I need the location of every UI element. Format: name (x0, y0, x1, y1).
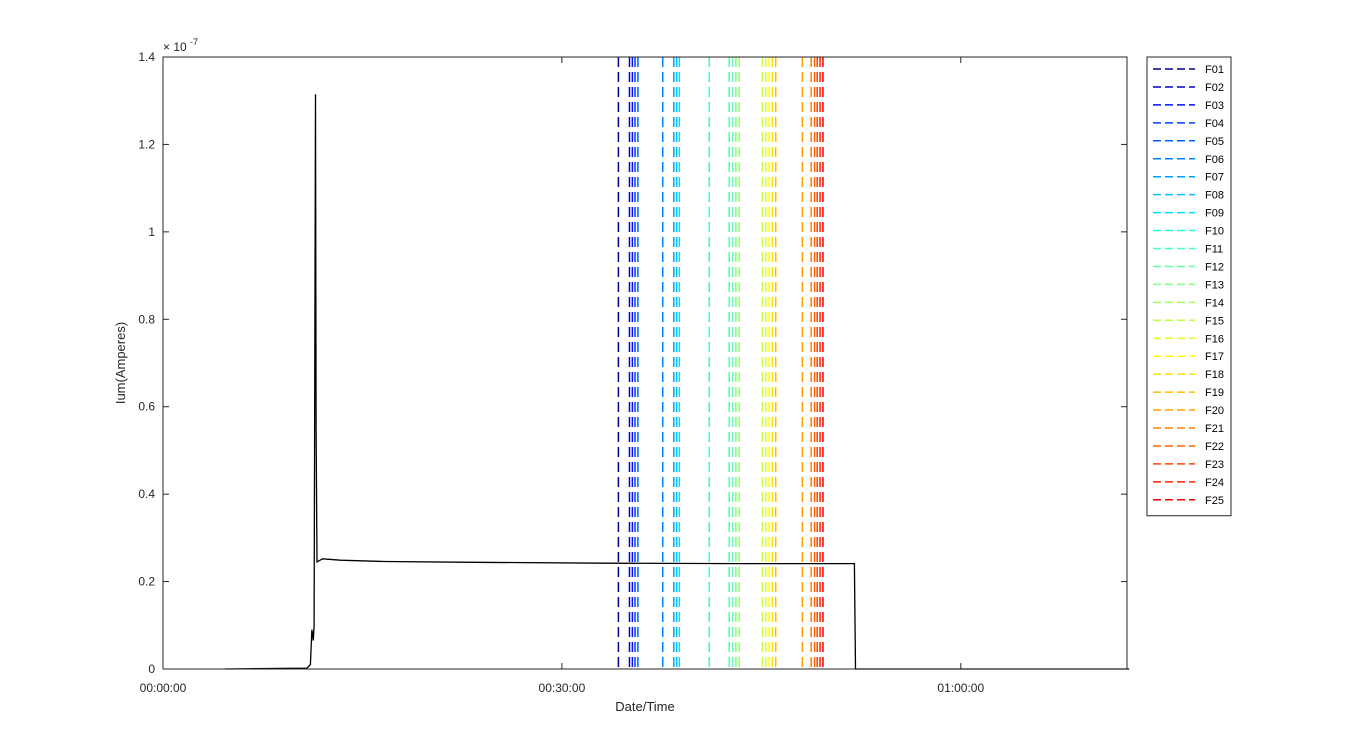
y-exponent-label: × 10 -7 (163, 37, 198, 54)
legend-label-f11: F11 (1205, 244, 1223, 256)
legend-label-f03: F03 (1205, 100, 1224, 112)
y-tick-label: 0.4 (138, 487, 155, 501)
x-tick-label: 00:30:00 (539, 681, 586, 695)
legend-label-f19: F19 (1205, 387, 1224, 399)
legend: F01 F02 F03 F04 F05 F06 F07 F08 F09 F10 F11 F12 F13 F… (1146, 56, 1232, 517)
legend-label-f12: F12 (1205, 261, 1224, 273)
legend-label-f09: F09 (1205, 208, 1224, 220)
legend-label-f06: F06 (1205, 154, 1224, 166)
y-tick-label: 1.2 (138, 137, 155, 151)
legend-label-f22: F22 (1205, 441, 1224, 453)
x-tick-label: 00:00:00 (140, 681, 187, 695)
y-exponent-power: -7 (190, 37, 198, 47)
legend-label-f02: F02 (1205, 82, 1224, 94)
legend-label-f16: F16 (1205, 333, 1224, 345)
legend-label-f18: F18 (1205, 369, 1224, 381)
ticks-layer: 0 0.2 0.4 0.6 0.8 1 1.2 1.4 00:00:00 00:30:00 01:0… (138, 50, 1127, 695)
legend-label-f25: F25 (1205, 495, 1224, 507)
legend-label-f01: F01 (1205, 64, 1224, 76)
legend-label-f13: F13 (1205, 279, 1224, 291)
x-tick-label: 01:00:00 (937, 681, 984, 695)
plot-area (163, 57, 1127, 669)
x-axis-label: Date/Time (615, 699, 674, 714)
legend-items: F01 F02 F03 F04 F05 F06 F07 F08 F09 F10 F11 F12 F13 F… (1153, 64, 1224, 507)
legend-label-f20: F20 (1205, 405, 1224, 417)
legend-label-f10: F10 (1205, 226, 1224, 238)
y-tick-label: 0.8 (138, 312, 155, 326)
legend-label-f14: F14 (1205, 297, 1224, 309)
legend-label-f08: F08 (1205, 190, 1224, 202)
y-axis-label: Ium(Amperes) (113, 322, 128, 404)
series-layer (225, 94, 1130, 670)
marker-lines-layer (617, 57, 824, 669)
legend-label-f21: F21 (1205, 423, 1224, 435)
legend-label-f15: F15 (1205, 315, 1224, 327)
y-tick-label: 1.4 (138, 50, 155, 64)
legend-label-f04: F04 (1205, 118, 1224, 130)
y-tick-label: 0.2 (138, 575, 155, 589)
plot-border (162, 56, 1128, 670)
y-exponent-base: × 10 (163, 40, 187, 54)
legend-label-f05: F05 (1205, 136, 1224, 148)
y-tick-label: 0.6 (138, 400, 155, 414)
legend-box (1146, 56, 1232, 517)
legend-label-f24: F24 (1205, 477, 1224, 489)
legend-label-f07: F07 (1205, 172, 1224, 184)
y-tick-label: 0 (148, 662, 155, 676)
legend-label-f23: F23 (1205, 459, 1224, 471)
y-tick-label: 1 (148, 225, 155, 239)
current-trace-line (225, 94, 1130, 670)
legend-label-f17: F17 (1205, 351, 1224, 363)
